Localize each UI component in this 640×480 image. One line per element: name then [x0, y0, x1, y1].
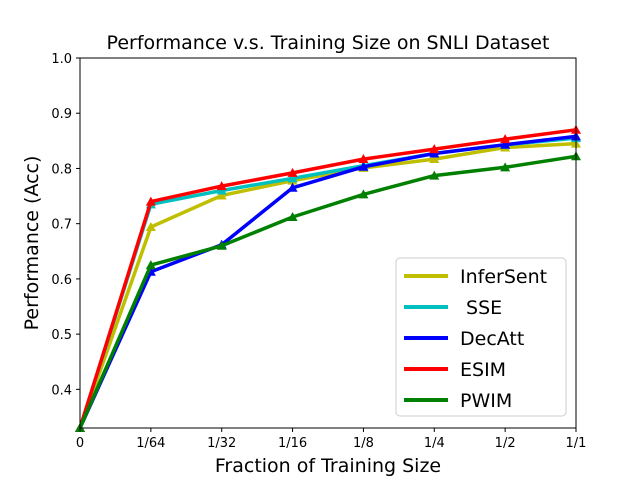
data-point-decatt — [287, 182, 298, 192]
data-point-decatt — [358, 161, 369, 171]
data-point-esim — [145, 196, 156, 206]
y-tick-label: 0.5 — [51, 328, 72, 343]
x-tick-label: 1/32 — [207, 436, 236, 451]
legend: InferSent SSE DecAtt ESIM PWIM — [395, 257, 567, 417]
legend-label-decatt: DecAtt — [460, 328, 524, 350]
data-point-decatt — [500, 139, 511, 149]
data-point-infersent — [429, 154, 440, 164]
data-point-esim — [500, 134, 511, 144]
data-point-pwim — [500, 162, 511, 172]
plot-frame — [79, 57, 577, 429]
data-point-pwim — [145, 260, 156, 270]
chart-title: Performance v.s. Training Size on SNLI D… — [107, 32, 550, 54]
x-tick-label: 1/16 — [278, 436, 307, 451]
series-line-decatt — [78, 134, 577, 429]
data-point-pwim — [216, 240, 227, 250]
series-line-esim — [78, 128, 577, 429]
legend-label-sse: SSE — [460, 297, 502, 319]
x-axis: 0 1/64 1/32 1/16 1/8 1/4 1/2 1/1 — [76, 428, 587, 451]
x-tick-label: 1/2 — [495, 436, 516, 451]
data-point-esim — [216, 181, 227, 191]
series-pwim — [75, 151, 581, 432]
legend-box — [395, 257, 567, 417]
data-point-pwim — [287, 212, 298, 222]
series-line-infersent — [78, 141, 577, 429]
legend-label-pwim: PWIM — [460, 390, 512, 412]
data-point-esim — [429, 144, 440, 154]
data-point-pwim — [429, 170, 440, 180]
data-point-pwim — [358, 189, 369, 199]
data-point-infersent — [216, 190, 227, 200]
x-tick-label: 1/1 — [566, 436, 587, 451]
y-tick-label: 0.4 — [51, 383, 72, 398]
y-axis: 0.4 0.5 0.6 0.7 0.8 0.9 1.0 — [51, 52, 80, 398]
y-axis-label: Performance (Acc) — [21, 156, 43, 331]
y-tick-label: 0.8 — [51, 162, 72, 177]
y-tick-label: 0.7 — [51, 218, 72, 233]
data-point-esim — [287, 167, 298, 177]
legend-label-infersent: InferSent — [460, 266, 547, 288]
y-tick-label: 0.9 — [51, 107, 72, 122]
x-tick-label: 1/4 — [424, 436, 445, 451]
x-axis-label: Fraction of Training Size — [215, 455, 441, 477]
y-tick-label: 0.6 — [51, 273, 72, 288]
legend-label-esim: ESIM — [460, 359, 506, 381]
data-point-sse — [287, 173, 298, 183]
y-tick-label: 1.0 — [51, 52, 72, 67]
series-layer — [75, 124, 581, 432]
x-tick-label: 1/8 — [353, 436, 374, 451]
data-point-esim — [358, 154, 369, 164]
data-point-infersent — [145, 221, 156, 231]
x-tick-label: 0 — [76, 436, 84, 451]
x-tick-label: 1/64 — [136, 436, 165, 451]
series-line-pwim — [78, 154, 577, 429]
